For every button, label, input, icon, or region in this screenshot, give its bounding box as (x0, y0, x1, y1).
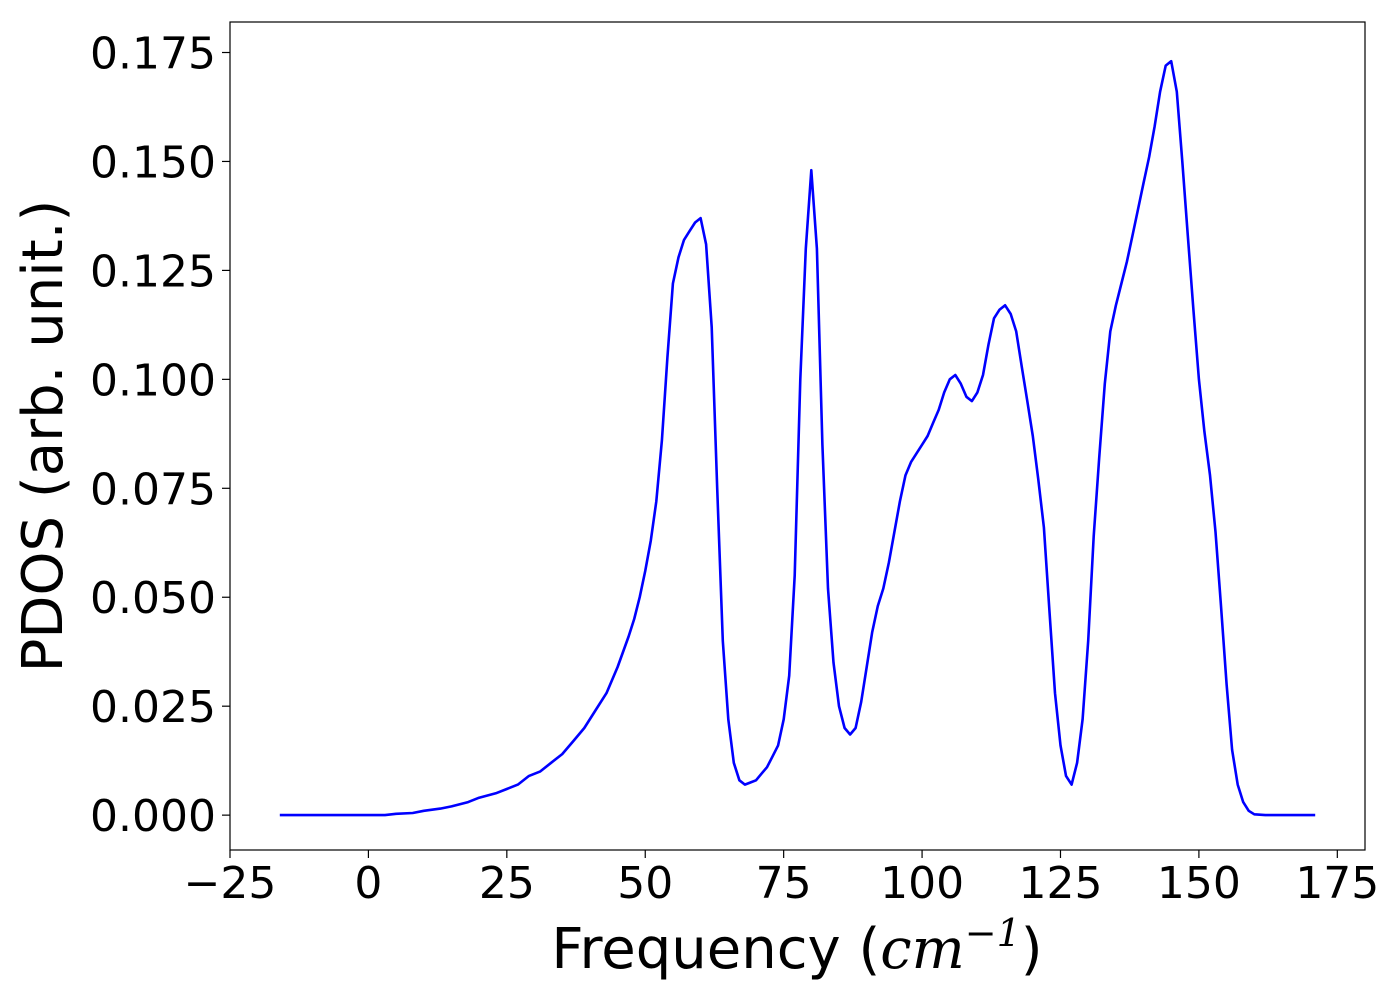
x-tick-label: 175 (1295, 858, 1379, 909)
y-tick-label: 0.050 (90, 573, 216, 624)
y-tick-label: 0.025 (90, 682, 216, 733)
x-tick-label: −25 (184, 858, 277, 909)
y-tick-label: 0.150 (90, 137, 216, 188)
y-axis-label: PDOS (arb. unit.) (11, 200, 76, 673)
y-tick-label: 0.175 (90, 29, 216, 80)
y-tick-label: 0.100 (90, 355, 216, 406)
y-tick-label: 0.075 (90, 464, 216, 515)
pdos-series-line (279, 59, 1316, 817)
x-tick-label: 100 (880, 858, 964, 909)
x-axis-label: Frequency (cm−1) (551, 911, 1042, 982)
x-tick-label: 75 (756, 858, 812, 909)
x-tick-label: 25 (479, 858, 535, 909)
y-axis-ticks: 0.000 0.025 0.050 0.075 0.100 0.125 0.150 0.175 (90, 29, 230, 842)
y-tick-label: 0.000 (90, 791, 216, 842)
x-tick-label: 125 (1018, 858, 1102, 909)
plot-frame (229, 21, 1366, 851)
x-tick-label: 150 (1157, 858, 1241, 909)
x-axis-ticks: −25 0 25 50 75 100 125 150 175 (184, 850, 1379, 909)
x-tick-label: 0 (354, 858, 382, 909)
x-tick-label: 50 (617, 858, 673, 909)
y-tick-label: 0.125 (90, 246, 216, 297)
